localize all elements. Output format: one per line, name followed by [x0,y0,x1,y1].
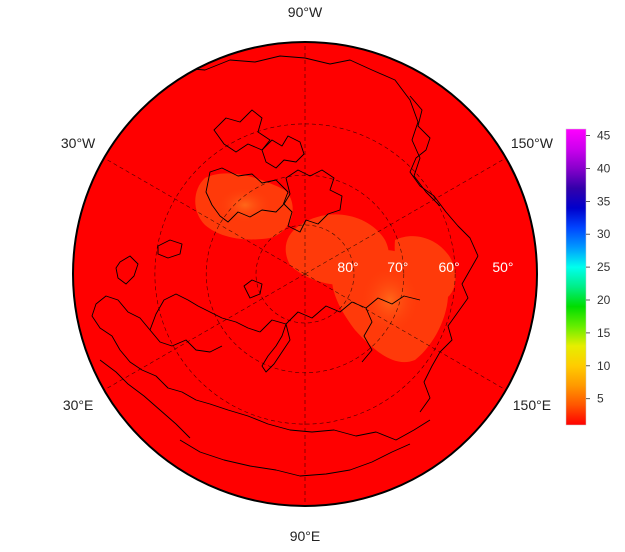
coastlines [91,55,479,477]
longitude-label: 30°W [61,135,96,151]
border-asia-interior [209,403,431,441]
border-europe-interior [99,359,191,439]
hot-spot [360,265,420,335]
coastline-canadian-islands [261,135,305,169]
longitude-label: 30°E [63,397,94,413]
enhanced-field-regions [195,173,456,363]
colorbar-tick-label: 5 [597,392,604,406]
latitude-label: 50° [492,259,513,275]
border-asia-south [179,439,411,477]
hot-spot [217,187,273,223]
coastline-greenland [205,167,289,223]
colorbar: 45 40 35 30 25 20 15 10 5 [565,128,611,426]
colorbar-tick-label: 25 [597,260,611,274]
colorbar-tick-label: 45 [597,129,611,143]
meridian-30 [103,273,306,391]
latitude-label: 70° [387,259,408,275]
coastline-north-america [159,55,441,207]
colorbar-bar [565,128,587,426]
map-disk [73,42,537,506]
meridian--150 [304,157,507,275]
graticule [103,42,507,506]
colorbar-tick-label: 10 [597,359,611,373]
latitude-label: 80° [337,259,358,275]
latitude-labels: 80° 70° 60° 50° [337,259,513,275]
coastline-svalbard [243,279,263,299]
parallel-80 [255,224,355,324]
coastline-europe [91,295,211,405]
colorbar-tick-label: 40 [597,162,611,176]
colorbar-tick-label: 30 [597,227,611,241]
coastline-taymyr [361,307,373,363]
meridian-150 [304,273,507,391]
longitude-label: 150°E [513,397,551,413]
coastline-novaya-zemlya [261,323,291,373]
longitude-label: 150°W [511,135,554,151]
colorbar-ticks: 45 40 35 30 25 20 15 10 5 [586,129,611,406]
coastline-british-isles [115,255,139,285]
colorbar-tick-label: 15 [597,326,611,340]
colorbar-tick-label: 20 [597,293,611,307]
longitude-labels: 90°W 150°W 150°E 90°E 30°E 30°W [61,4,554,544]
colorbar-tick-label: 35 [597,194,611,208]
coastline-hudson-region [213,109,271,153]
meridian--30 [103,157,306,275]
latitude-label: 60° [439,259,460,275]
coastline-alaska [409,95,479,257]
map-border [72,41,538,507]
coastline-scandinavia [149,293,261,353]
coastline-iceland [157,239,183,259]
coastline-canadian-archipelago [283,169,343,233]
coastline-east-siberia [419,255,479,413]
longitude-label: 90°E [290,528,321,544]
longitude-label: 90°W [288,4,323,20]
